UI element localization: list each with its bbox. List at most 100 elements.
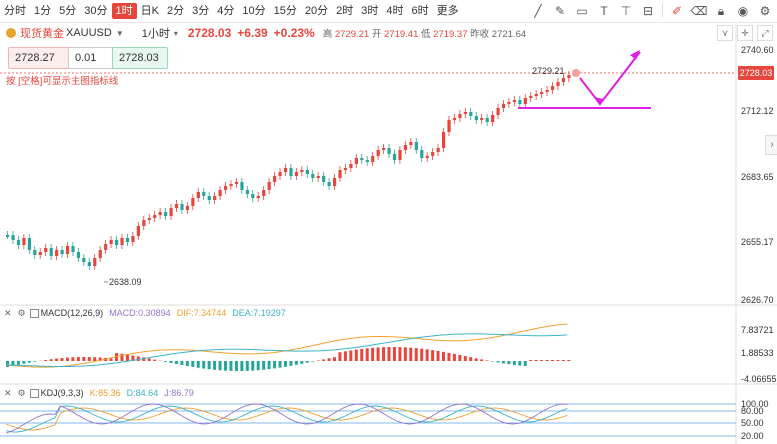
checkbox-icon[interactable] [29, 308, 39, 318]
period-chevron-icon[interactable]: ▾ [173, 28, 178, 38]
macd-bar [376, 347, 380, 361]
macd-bar [49, 359, 53, 361]
period-select[interactable]: 1小时 [141, 28, 170, 40]
timeframe-9[interactable]: 10分 [242, 5, 266, 17]
candle [507, 102, 511, 104]
macd-bar [273, 361, 277, 369]
macd-bar [327, 358, 331, 361]
candle [501, 104, 506, 108]
drawing-annotations[interactable] [518, 50, 651, 109]
symbol-code[interactable]: XAUUSD [66, 27, 112, 39]
macd-bar [474, 358, 478, 361]
timeframe-5[interactable]: 日K [140, 5, 159, 17]
buy-price-button[interactable]: 2728.03 [112, 47, 168, 69]
candle [567, 75, 571, 78]
macd-bar [147, 358, 151, 361]
timeframe-4[interactable]: 1时 [111, 3, 137, 19]
macd-bar [294, 361, 298, 365]
candle [458, 114, 462, 118]
timeframe-16[interactable]: 更多 [436, 5, 459, 17]
macd-bar [218, 361, 222, 371]
macd-bar [60, 358, 64, 361]
candle [16, 240, 21, 245]
eye-icon[interactable]: ◉ [737, 4, 749, 18]
eraser-icon[interactable]: ⌫ [690, 4, 708, 18]
timeframe-12[interactable]: 2时 [336, 5, 354, 17]
timeframe-10[interactable]: 15分 [273, 5, 297, 17]
macd-bar [387, 347, 391, 361]
expand-icon[interactable]: ⤢ [757, 25, 773, 41]
settings-icon[interactable]: ⚙ [759, 4, 771, 18]
gear-icon[interactable]: ⚙ [17, 307, 26, 318]
candle [213, 196, 217, 200]
macd-bar [382, 347, 386, 361]
macd-bar [169, 361, 173, 363]
indicator-icon[interactable]: ⋎ [717, 25, 733, 41]
ohlc-values: 高 2729.21 开 2719.41 低 2719.37 昨收 2721.64 [322, 29, 527, 40]
candle [333, 178, 337, 186]
edit-icon[interactable]: ✐ [671, 4, 683, 18]
lock-icon[interactable]: 🔒︎ [717, 3, 725, 18]
candle [403, 145, 408, 150]
macd-bar [349, 350, 353, 361]
timeframe-8[interactable]: 4分 [217, 5, 235, 17]
timeframe-6[interactable]: 2分 [166, 5, 185, 17]
macd-bar [442, 351, 445, 361]
brush-icon[interactable]: ✎ [554, 4, 566, 18]
timeframe-1[interactable]: 1分 [34, 5, 52, 17]
close-icon[interactable]: ✕ [4, 307, 12, 318]
candle [414, 142, 418, 150]
macd-bar [164, 361, 168, 362]
candle [234, 182, 239, 184]
kdj-axis-label: 50.00 [741, 418, 764, 428]
close-icon[interactable]: ✕ [4, 387, 12, 398]
text-icon[interactable]: T [600, 4, 608, 18]
rectangle-icon[interactable]: ▭ [576, 4, 588, 18]
sell-price-button[interactable]: 2728.27 [8, 47, 70, 69]
macd-bar [109, 358, 113, 361]
macd-bar [93, 357, 97, 361]
timeframe-2[interactable]: 5分 [59, 5, 77, 17]
candle [338, 170, 342, 178]
timeframe-3[interactable]: 30分 [84, 5, 108, 17]
crosshair-icon[interactable]: ✛ [737, 25, 753, 41]
timeframe-7[interactable]: 3分 [192, 5, 210, 17]
macd-bar [224, 361, 227, 371]
forecast-arrow[interactable] [579, 51, 641, 106]
candle [382, 148, 386, 150]
timeframe-14[interactable]: 4时 [386, 5, 404, 17]
macd-bar [180, 361, 184, 366]
price-axis-label: 2712.12 [741, 106, 774, 116]
macd-bar [463, 356, 467, 361]
ruler-icon[interactable]: ⊟ [642, 4, 654, 18]
chevron-right-icon[interactable]: › [765, 135, 777, 155]
macd-bar [33, 361, 37, 362]
macd-bar [338, 352, 342, 361]
kdj-axis-label: 80.00 [741, 406, 764, 416]
candle [392, 154, 397, 160]
macd-bar [289, 361, 293, 366]
candle [409, 142, 413, 145]
timeframe-0[interactable]: 分时 [4, 5, 26, 17]
measure-icon[interactable]: ⊤ [620, 4, 632, 18]
kdj-header: ✕ ⚙ KDJ(9,3,3) K:85.36 D:84.64 J:86.79 [4, 386, 194, 400]
candle [207, 196, 211, 200]
timeframe-15[interactable]: 6时 [411, 5, 429, 17]
gear-icon[interactable]: ⚙ [17, 387, 26, 398]
candle [169, 208, 173, 216]
checkbox-icon[interactable] [29, 388, 39, 398]
high-annotation: 2729.21 [532, 66, 565, 76]
symbol-name[interactable]: 现货黄金 [20, 28, 64, 40]
candle [283, 168, 288, 172]
chevron-down-icon[interactable]: ▼ [115, 28, 124, 38]
kdj-axis-label: 20.00 [741, 431, 764, 441]
candle [240, 182, 244, 190]
trend-line-icon[interactable]: ╱ [534, 4, 542, 18]
macd-header: ✕ ⚙ MACD(12,26,9) MACD:0.30894 DIF:7.347… [4, 306, 286, 320]
candle [327, 182, 331, 186]
candle [65, 246, 70, 254]
macd-bar [561, 360, 565, 361]
timeframe-11[interactable]: 20分 [304, 5, 329, 17]
timeframe-13[interactable]: 3时 [361, 5, 379, 17]
